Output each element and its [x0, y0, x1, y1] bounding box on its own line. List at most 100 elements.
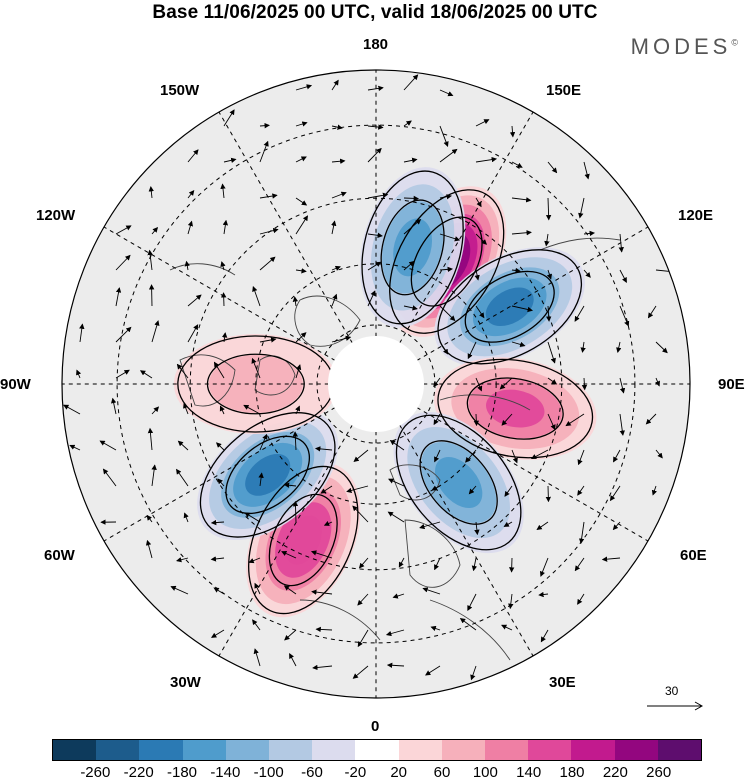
wind-vector: [259, 256, 276, 271]
wind-vector: [177, 440, 189, 451]
wind-vector: [358, 557, 369, 569]
wind-vector: [367, 232, 383, 238]
wind-vectors: [63, 74, 676, 681]
colorbar-cell: [441, 740, 486, 760]
wind-vector: [315, 626, 333, 633]
wind-vector: [403, 120, 412, 127]
wind-vector: [577, 449, 585, 466]
wind-vector: [331, 124, 343, 130]
wind-vector: [115, 287, 122, 307]
wind-vector: [331, 79, 339, 91]
wind-vector: [295, 405, 301, 415]
wind-vector: [467, 593, 477, 612]
wind-vector: [655, 449, 663, 459]
chart-title: Base 11/06/2025 00 UTC, valid 18/06/2025…: [152, 2, 598, 23]
coastlines: [169, 237, 621, 661]
wind-vector: [295, 364, 302, 379]
meridian-line: [218, 417, 357, 657]
wind-vector: [331, 191, 347, 199]
wind-vector: [546, 269, 553, 280]
wind-vector: [577, 485, 585, 496]
wind-vector: [210, 556, 225, 562]
wind-vector: [102, 468, 117, 487]
wind-vector: [215, 442, 225, 451]
colorbar: [52, 739, 702, 761]
wind-vector: [314, 446, 333, 452]
wind-vector: [422, 587, 441, 595]
wind-vector: [574, 557, 585, 572]
negative-center-europe-russia-level: [434, 456, 483, 509]
wind-vector: [331, 158, 346, 164]
wind-vector: [220, 261, 226, 271]
contour-line: [225, 435, 311, 515]
wind-vector: [292, 500, 299, 523]
wind-vector: [259, 122, 270, 129]
wind-vector: [357, 593, 369, 606]
wind-vector: [536, 521, 549, 531]
wind-vector: [403, 260, 415, 271]
wind-vector: [545, 197, 552, 221]
wind-vector: [651, 485, 657, 496]
wind-vector: [501, 413, 513, 426]
wind-vector: [295, 121, 308, 127]
colorbar-cell: [53, 740, 97, 760]
wind-vector: [577, 593, 585, 605]
wind-vector: [146, 514, 153, 523]
wind-vector: [616, 341, 622, 353]
polar-blank-area: [328, 336, 424, 432]
positive-center-west-siberia-level: [486, 389, 545, 428]
wind-vector: [574, 305, 585, 322]
wind-vector: [386, 662, 405, 668]
wind-vector: [284, 629, 297, 641]
colorbar-tick-label: -220: [123, 764, 154, 781]
wind-vector: [434, 449, 441, 463]
wind-vector: [403, 74, 419, 91]
wind-vector: [331, 220, 337, 235]
wind-vector: [654, 377, 660, 387]
wind-vector: [618, 233, 624, 253]
wind-vector: [295, 332, 307, 343]
wind-vector: [546, 305, 552, 322]
wind-vector: [295, 156, 307, 163]
wind-vector: [367, 261, 382, 271]
wind-vector: [184, 260, 190, 271]
wind-vector: [367, 192, 389, 199]
wind-vector: [530, 449, 549, 460]
wind-vector: [259, 227, 279, 235]
colorbar-tick-label: 60: [433, 764, 451, 781]
wind-vector: [583, 230, 596, 237]
colorbar-cell: [657, 740, 702, 760]
wind-vector: [213, 361, 225, 379]
wind-vector: [170, 585, 189, 595]
brand-name: MODES: [630, 34, 732, 59]
wind-vector: [503, 521, 513, 527]
wind-vector: [253, 648, 261, 667]
wind-vector: [474, 269, 480, 281]
wind-vector: [111, 397, 117, 415]
wind-vector: [475, 197, 482, 208]
vector-reference-value: 30: [665, 684, 679, 698]
wind-vector: [99, 440, 117, 451]
wind-vector: [403, 219, 422, 235]
wind-vector: [367, 85, 384, 92]
wind-vector: [220, 183, 226, 199]
wind-vector: [221, 332, 228, 343]
colorbar-tick-label: 180: [559, 764, 585, 781]
wind-vector: [292, 296, 299, 307]
colorbar-cell: [571, 740, 615, 760]
wind-vector: [187, 324, 199, 343]
wind-vector: [583, 161, 590, 180]
wind-vector: [320, 485, 333, 494]
negative-center-north-pacific-level: [393, 218, 433, 277]
wind-vector: [151, 320, 160, 343]
wind-vector: [392, 593, 405, 599]
wind-vector: [252, 619, 261, 631]
vector-reference-arrow: [647, 701, 704, 711]
colorbar-cell: [139, 740, 183, 760]
wind-vector: [353, 449, 369, 462]
wind-vector: [223, 157, 237, 163]
meridian-line: [409, 403, 649, 542]
wind-vector: [145, 539, 153, 559]
wind-vector: [283, 585, 297, 595]
